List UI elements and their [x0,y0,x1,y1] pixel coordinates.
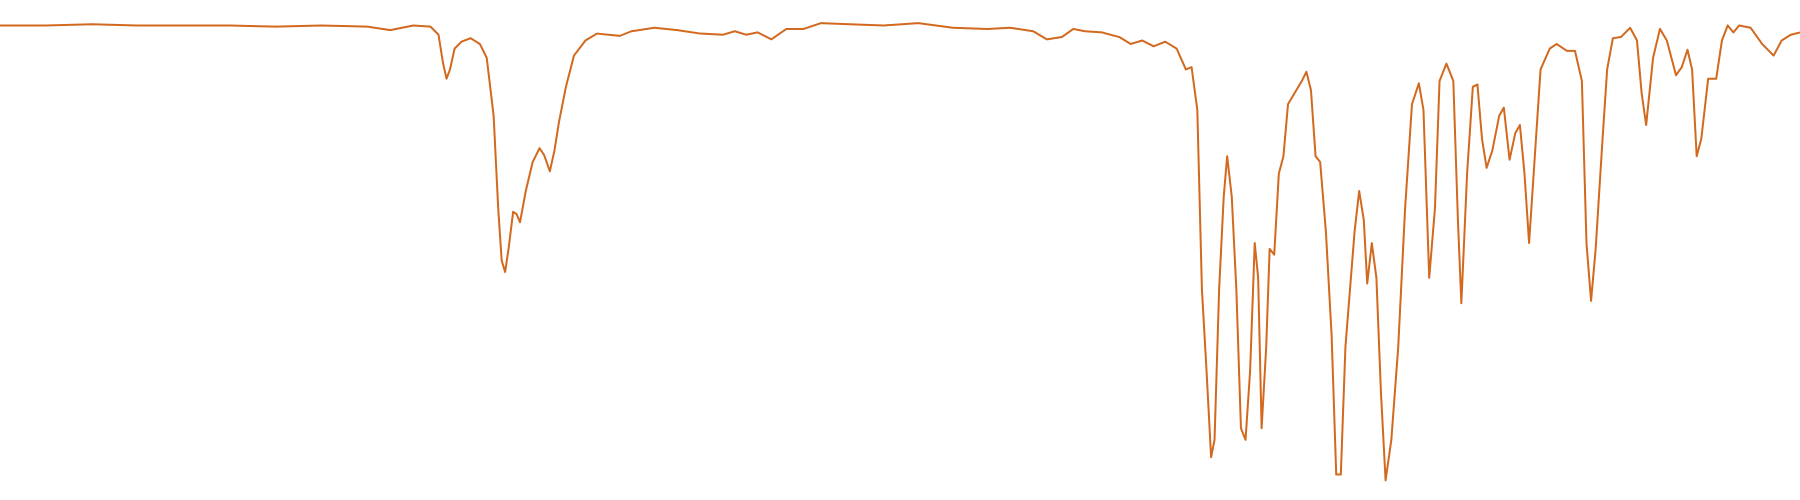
spectrum-line [0,22,1800,482]
